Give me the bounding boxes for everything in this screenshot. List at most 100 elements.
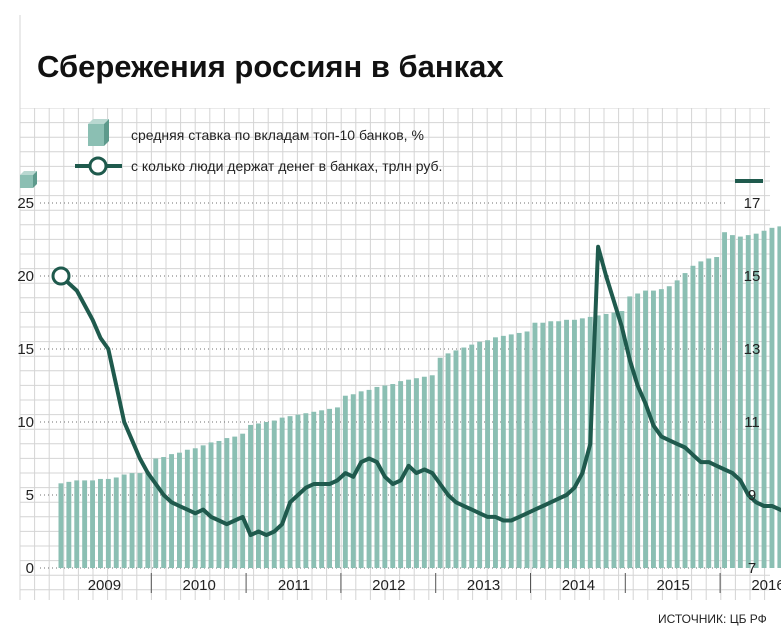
bar xyxy=(524,331,530,568)
bar xyxy=(335,407,340,568)
bar xyxy=(271,420,277,568)
bar xyxy=(493,337,498,568)
bar xyxy=(295,414,301,568)
bar xyxy=(121,474,127,568)
bar xyxy=(192,448,198,568)
year-label: 2015 xyxy=(657,577,690,594)
year-label: 2016 xyxy=(751,577,781,594)
bar xyxy=(682,273,688,568)
bar xyxy=(564,319,569,568)
bar xyxy=(319,410,325,568)
bar xyxy=(722,232,727,568)
year-label: 2012 xyxy=(372,577,405,594)
bar xyxy=(66,481,72,568)
line-series xyxy=(51,244,781,538)
right-tick-label: 17 xyxy=(744,195,761,212)
bar xyxy=(105,478,111,568)
bar xyxy=(327,408,332,568)
right-tick-label: 9 xyxy=(748,487,756,504)
year-label: 2011 xyxy=(278,577,310,594)
x-axis-years: 200920102011201220132014201520162017 xyxy=(88,577,781,594)
bar xyxy=(635,293,641,568)
bar xyxy=(161,457,167,568)
left-tick-label: 20 xyxy=(17,268,34,285)
source-note: ИСТОЧНИК: ЦБ РФ xyxy=(658,612,767,626)
bar xyxy=(287,416,293,568)
right-tick-label: 15 xyxy=(744,268,761,285)
bar xyxy=(445,353,451,568)
bar xyxy=(516,332,522,568)
bar xyxy=(200,445,206,568)
year-label: 2014 xyxy=(562,577,595,594)
bar xyxy=(90,480,95,568)
bar xyxy=(714,257,720,568)
bar xyxy=(208,442,214,568)
bar xyxy=(745,235,751,568)
bar xyxy=(761,230,767,569)
bar xyxy=(263,422,269,568)
legend-line-label: с колько люди держат денег в банках, трл… xyxy=(131,158,442,174)
bar xyxy=(572,319,577,568)
bar xyxy=(82,480,88,568)
bar xyxy=(753,233,759,568)
bar xyxy=(374,386,380,568)
line-start-point xyxy=(51,266,71,286)
year-label: 2010 xyxy=(183,577,216,594)
bar xyxy=(366,389,372,568)
bar xyxy=(603,313,609,568)
bar xyxy=(737,236,743,568)
legend-bar-label: средняя ставка по вкладам топ-10 банков,… xyxy=(131,127,424,143)
bar xyxy=(311,411,317,568)
bar xyxy=(398,381,404,568)
bar xyxy=(651,290,656,568)
bar xyxy=(303,413,309,568)
bar xyxy=(248,424,253,568)
header-band xyxy=(0,0,781,108)
x-axis-dividers xyxy=(150,573,721,593)
bar xyxy=(279,417,285,568)
bar xyxy=(611,312,617,568)
series-line xyxy=(59,244,781,538)
bar xyxy=(627,296,633,568)
bar xyxy=(177,452,182,568)
bar xyxy=(690,265,696,568)
bar xyxy=(777,226,781,569)
bar xyxy=(224,438,230,568)
bar xyxy=(532,322,538,568)
chart-title: Сбережения россиян в банках xyxy=(37,49,504,84)
left-axis: 0 5 10 15 20 25 xyxy=(17,195,34,577)
bar xyxy=(500,335,506,568)
bar xyxy=(74,480,80,568)
bar xyxy=(153,458,159,568)
bar xyxy=(216,440,222,568)
year-label: 2009 xyxy=(88,577,121,594)
bar xyxy=(145,471,151,568)
legend-bar-swatch xyxy=(88,119,109,146)
left-tick-label: 15 xyxy=(17,341,34,358)
bar xyxy=(508,334,514,568)
bar xyxy=(58,483,64,568)
footer-band xyxy=(0,600,781,640)
bar xyxy=(666,286,672,568)
bar xyxy=(548,321,554,568)
bar-series xyxy=(58,226,781,569)
bar xyxy=(406,379,411,568)
bar xyxy=(240,433,246,568)
legend: средняя ставка по вкладам топ-10 банков,… xyxy=(75,119,442,176)
year-label: 2013 xyxy=(467,577,500,594)
bar xyxy=(658,289,664,568)
legend-line-swatch xyxy=(75,156,122,176)
bar xyxy=(643,290,648,568)
bar xyxy=(485,340,490,568)
left-tick-label: 25 xyxy=(17,195,34,212)
bar xyxy=(698,261,704,568)
bar xyxy=(256,423,261,568)
bar xyxy=(461,347,467,568)
right-tick-label: 7 xyxy=(748,560,756,577)
bar xyxy=(469,344,475,568)
right-tick-label: 11 xyxy=(744,414,760,431)
bar xyxy=(595,315,601,568)
bar xyxy=(421,376,427,568)
bar xyxy=(674,280,680,568)
